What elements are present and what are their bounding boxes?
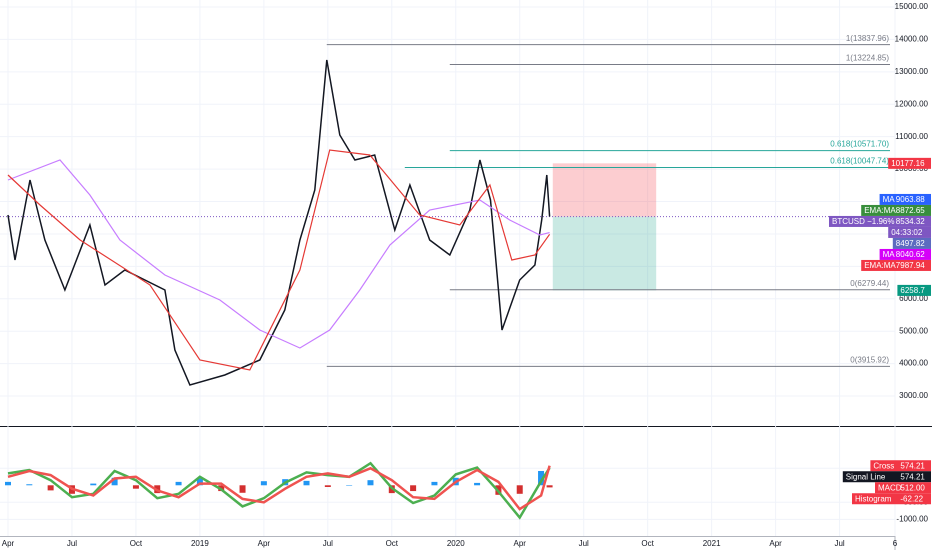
x-tick-label: Jul	[834, 539, 844, 548]
fib-label: 1(13837.96)	[846, 34, 889, 43]
price-line	[7, 149, 551, 371]
price-label-box	[861, 204, 931, 216]
histogram-bar	[26, 484, 33, 486]
indicator-label-text: 574.21	[900, 472, 925, 481]
indicator-label-box	[870, 460, 931, 472]
histogram-bar	[367, 480, 374, 486]
fib-label: 1(13224.85)	[846, 54, 889, 63]
histogram-bar	[324, 485, 331, 487]
fib-label: 0(6279.44)	[850, 279, 889, 288]
fib-label: 0(3915.92)	[850, 355, 889, 364]
histogram-bar	[196, 478, 203, 486]
x-tick-label: 2021	[703, 539, 721, 548]
indicator-label-text: Cross	[873, 461, 894, 470]
profit-zone	[552, 163, 657, 217]
price-label-text: 10177.16	[891, 159, 925, 168]
histogram-bar	[90, 483, 97, 486]
x-tick-label: Jul	[323, 539, 333, 548]
x-tick-label: 6	[893, 539, 898, 548]
price-label-box	[888, 226, 931, 238]
indicator-label-text: 512.00	[900, 483, 925, 492]
price-label-text: BTCUSD −1.96%	[832, 217, 894, 226]
x-tick-label: Oct	[130, 539, 143, 548]
indicator-label-box	[842, 471, 931, 483]
indicator-label-text: -62.22	[900, 494, 923, 503]
price-label-text: MA	[883, 250, 896, 259]
price-label-box	[888, 157, 931, 169]
loss-zone	[552, 216, 657, 291]
histogram-bar	[111, 477, 118, 486]
x-tick-label: Jul	[67, 539, 77, 548]
price-label-text: 8040.62	[896, 250, 925, 259]
y-tick-label: 4000.00	[899, 359, 928, 368]
y-tick-label: 11000.00	[895, 132, 928, 141]
x-tick-label: Oct	[641, 539, 654, 548]
histogram-bar	[546, 485, 553, 488]
x-tick-label: Apr	[2, 539, 15, 548]
y-tick-label: 12000.00	[895, 99, 929, 108]
indicator-label-text: Signal Line	[846, 472, 886, 481]
histogram-bar	[431, 481, 438, 486]
price-label-box	[879, 248, 931, 260]
histogram-bar	[538, 470, 545, 486]
indicator-label-box	[852, 493, 931, 505]
price-label-box	[897, 284, 931, 296]
price-label-text: 8872.65	[896, 206, 925, 215]
histogram-bar	[47, 485, 54, 491]
histogram-bar	[516, 485, 523, 494]
price-label-text: 6258.7	[900, 286, 925, 295]
price-label-text: 7987.94	[896, 261, 925, 270]
price-label-text: 9063.88	[896, 195, 925, 204]
x-tick-label: 2019	[191, 539, 209, 548]
histogram-bar	[474, 482, 481, 486]
histogram-bar	[4, 481, 11, 486]
y-tick-label: 5000.00	[899, 326, 928, 335]
price-label-box	[892, 237, 931, 249]
y-tick-label: 15000.00	[895, 2, 929, 11]
fib-label: 0.618(10047.74)	[830, 157, 889, 166]
y-tick-label: 13000.00	[895, 67, 929, 76]
histogram-bar	[239, 485, 246, 493]
histogram-bar	[346, 485, 353, 486]
x-tick-label: Apr	[258, 539, 271, 548]
macd-line	[7, 461, 551, 520]
histogram-bar	[260, 481, 267, 486]
price-label-text: 04:33:02	[891, 228, 923, 237]
indicator-label-text: Histogram	[855, 494, 892, 503]
price-label-box	[861, 259, 931, 271]
y-tick-label: 6000.00	[899, 294, 928, 303]
x-tick-label: Apr	[769, 539, 782, 548]
histogram-bar	[303, 480, 310, 486]
x-tick-label: Apr	[514, 539, 527, 548]
y-tick-label: -1000.00	[896, 514, 928, 523]
x-tick-label: Oct	[386, 539, 399, 548]
x-tick-label: 2020	[447, 539, 465, 548]
indicator-label-box	[875, 482, 931, 494]
price-label-text: MA	[883, 195, 896, 204]
histogram-bar	[410, 485, 417, 492]
indicator-label-text: 574.21	[900, 461, 925, 470]
y-tick-label: 3000.00	[899, 391, 928, 400]
price-label-box	[829, 215, 931, 227]
price-label-text: 8497.82	[896, 239, 925, 248]
price-line	[7, 159, 550, 349]
y-tick-label: 14000.00	[895, 35, 929, 44]
price-line	[7, 59, 551, 386]
histogram-bar	[175, 481, 182, 486]
fib-label: 0.618(10571.70)	[830, 140, 889, 149]
x-tick-label: Jul	[579, 539, 589, 548]
indicator-label-text: MACD	[878, 483, 902, 492]
price-label-text: EMA:MA	[864, 261, 896, 270]
macd-line	[7, 465, 551, 511]
price-label-text: EMA:MA	[864, 206, 896, 215]
histogram-bar	[132, 485, 139, 489]
price-label-box	[879, 193, 931, 205]
price-label-text: 8534.32	[896, 217, 925, 226]
